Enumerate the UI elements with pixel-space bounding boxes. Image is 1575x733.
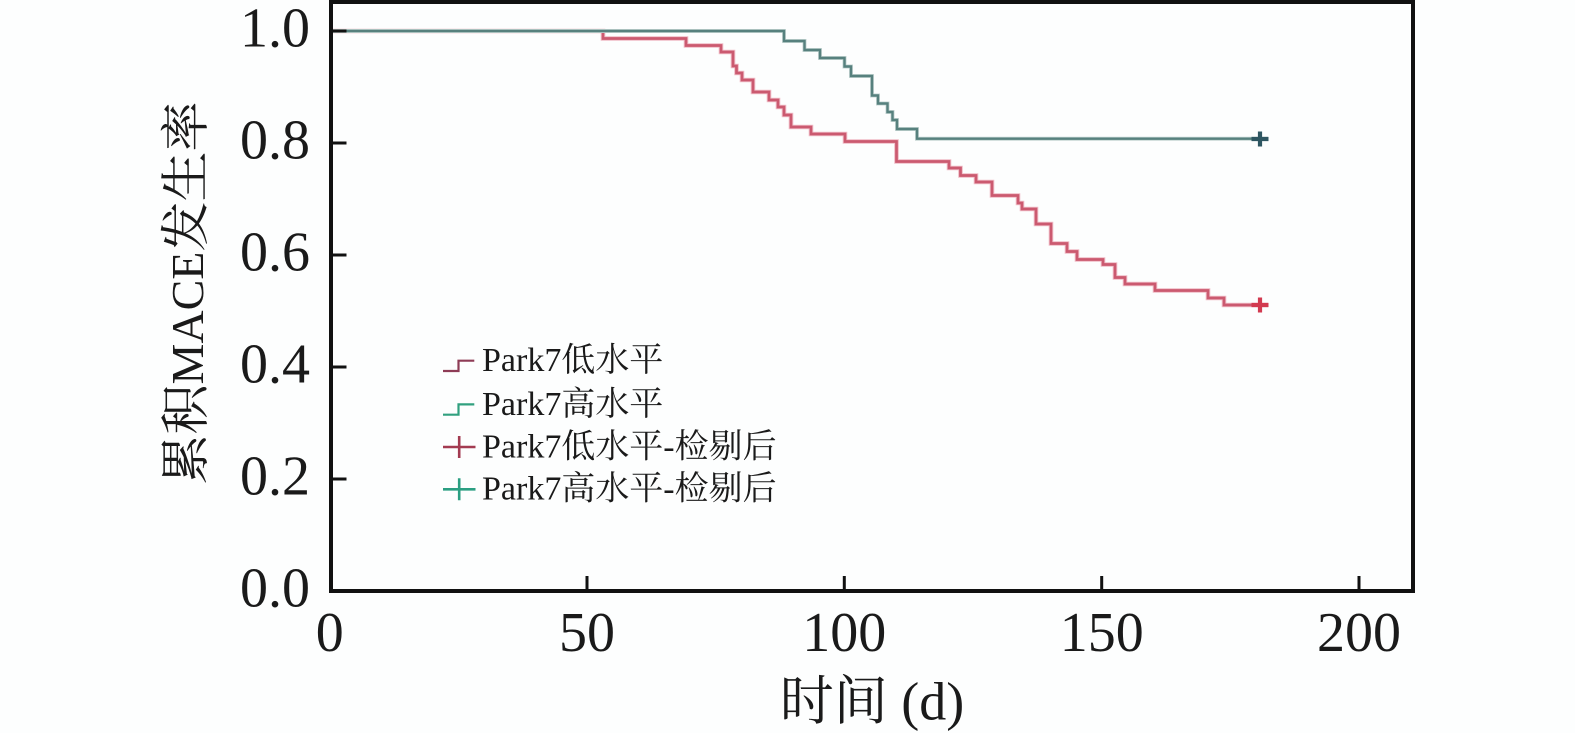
svg-text:50: 50 bbox=[559, 602, 615, 664]
svg-text:MACE: MACE bbox=[162, 252, 213, 385]
svg-text:-: - bbox=[663, 471, 674, 508]
svg-text:Park7: Park7 bbox=[482, 342, 561, 379]
svg-text:(d): (d) bbox=[901, 672, 964, 732]
svg-text:-: - bbox=[663, 429, 674, 466]
svg-text:Park7: Park7 bbox=[482, 471, 561, 508]
svg-text:200: 200 bbox=[1317, 602, 1401, 664]
svg-text:Park7: Park7 bbox=[482, 386, 561, 423]
svg-text:0: 0 bbox=[316, 602, 344, 664]
svg-text:0.6: 0.6 bbox=[240, 222, 310, 284]
svg-text:100: 100 bbox=[802, 602, 886, 664]
svg-text:150: 150 bbox=[1060, 602, 1144, 664]
svg-text:Park7: Park7 bbox=[482, 429, 561, 466]
svg-text:0.2: 0.2 bbox=[240, 446, 310, 508]
svg-text:1.0: 1.0 bbox=[240, 0, 310, 60]
svg-text:0.4: 0.4 bbox=[240, 334, 310, 396]
svg-text:0.0: 0.0 bbox=[240, 558, 310, 620]
svg-text:0.8: 0.8 bbox=[240, 110, 310, 172]
